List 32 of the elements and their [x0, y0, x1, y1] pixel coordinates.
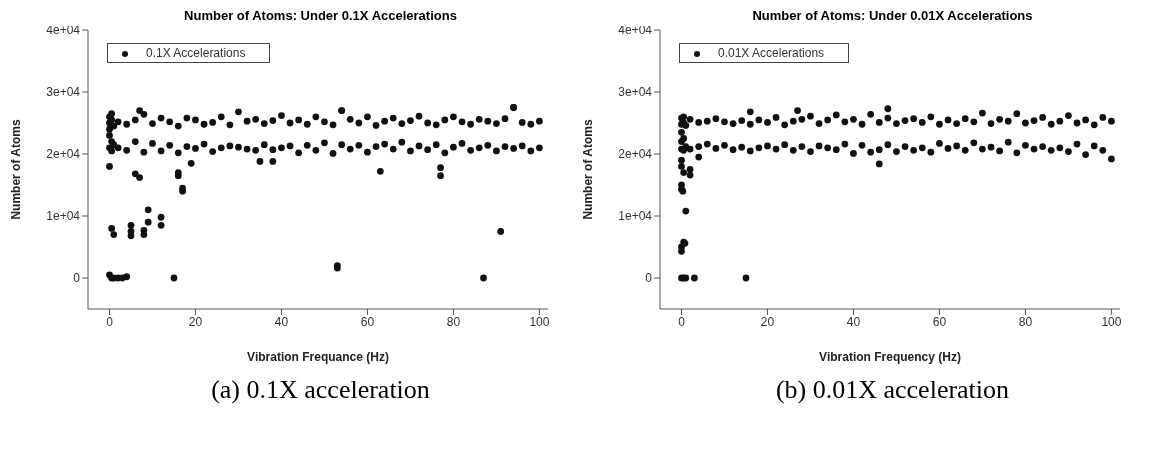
text: (a) 0.1X acceleration: [211, 375, 430, 405]
x-axis-title: Vibration Frequance (Hz): [247, 350, 389, 364]
x-axis-title: Vibration Frequency (Hz): [819, 350, 961, 364]
y-tick-label: 3e+04: [46, 85, 81, 100]
x-tick-label: 60: [932, 314, 947, 329]
y-tick-label: 2e+04: [618, 147, 653, 162]
y-tick-label: 3e+04: [618, 85, 653, 100]
y-tick-label: 4e+04: [46, 23, 81, 38]
y-tick-label: 2e+04: [46, 147, 81, 162]
y-axis-title: Number of Atoms: [581, 119, 596, 220]
x-tick-label: 80: [446, 314, 461, 329]
y-tick-label: 0: [645, 271, 653, 286]
y-tick-label: 1e+04: [46, 209, 81, 224]
chart-title: Number of Atoms: Under 0.01X Accelerations: [752, 8, 1033, 25]
y-tick-label: 0: [73, 271, 81, 286]
chart-title: Number of Atoms: Under 0.1X Accelerations: [184, 8, 457, 25]
x-tick-label: 20: [188, 314, 203, 329]
x-tick-label: 100: [529, 314, 550, 329]
x-tick-label: 40: [846, 314, 861, 329]
x-tick-label: 100: [1101, 314, 1122, 329]
legend-label: 0.01X Accelerations: [718, 46, 825, 60]
legend-label: 0.1X Accelerations: [146, 46, 246, 60]
x-tick-label: 40: [274, 314, 289, 329]
y-tick-label: 4e+04: [618, 23, 653, 38]
x-tick-label: 80: [1018, 314, 1033, 329]
x-tick-label: 20: [760, 314, 775, 329]
text: (b) 0.01X acceleration: [775, 375, 1010, 405]
y-axis-title: Number of Atoms: [9, 119, 24, 220]
y-tick-label: 1e+04: [618, 209, 653, 224]
x-tick-label: 0: [678, 314, 686, 329]
x-tick-label: 0: [106, 314, 114, 329]
x-tick-label: 60: [360, 314, 375, 329]
